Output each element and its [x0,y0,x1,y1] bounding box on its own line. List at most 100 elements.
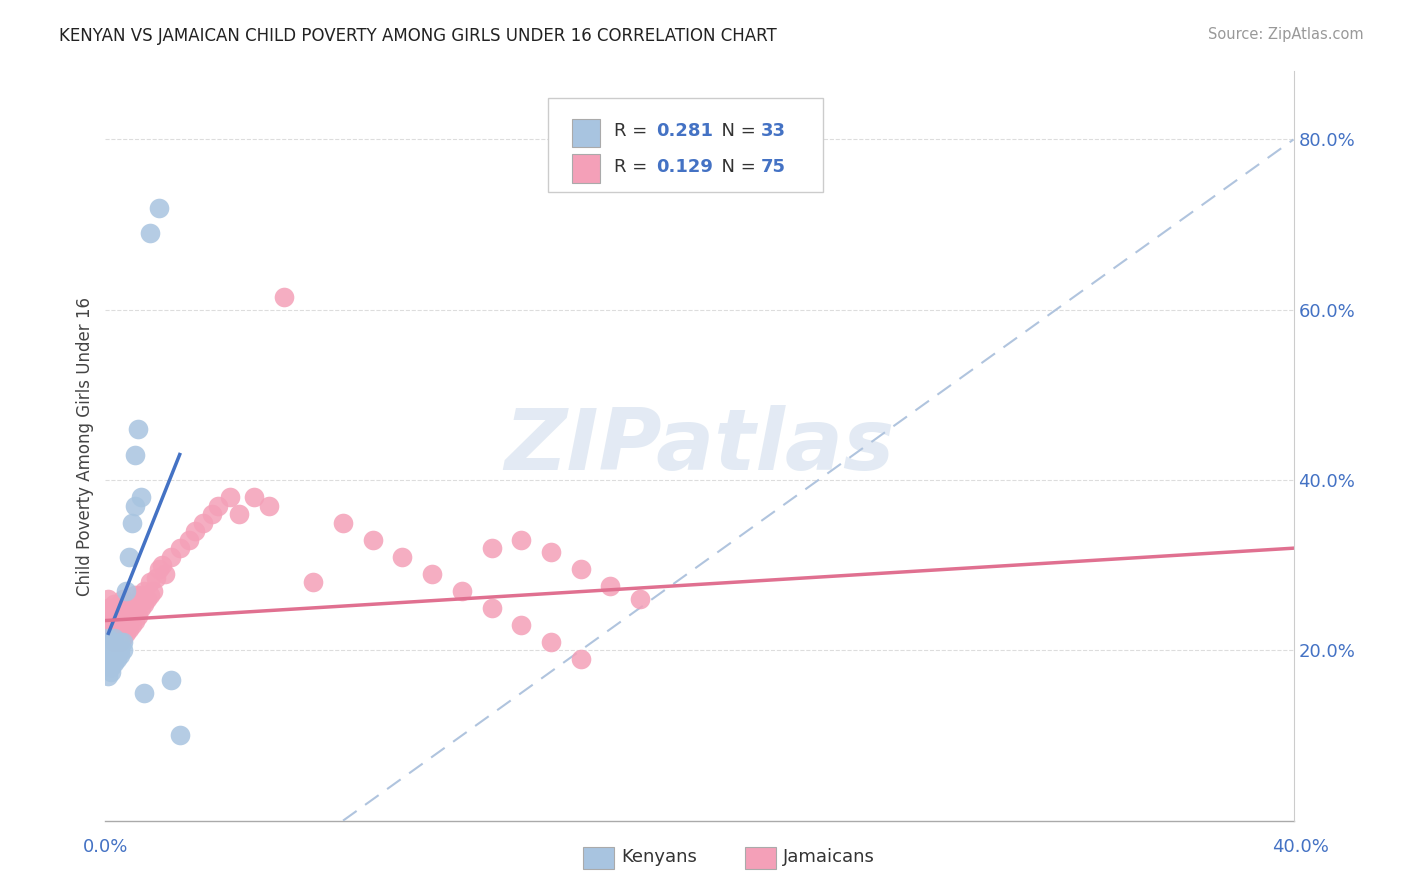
Point [228,507,250,521]
Point [97,600,120,615]
Point [510,533,533,547]
Point [361,533,384,547]
Point [103,639,125,653]
Y-axis label: Child Poverty Among Girls Under 16: Child Poverty Among Girls Under 16 [76,296,94,596]
Text: 0.281: 0.281 [657,122,714,140]
Point [103,648,125,662]
Point [115,600,138,615]
Text: 0.0%: 0.0% [83,838,128,855]
Text: Source: ZipAtlas.com: Source: ZipAtlas.com [1208,27,1364,42]
Text: 75: 75 [761,158,786,176]
Point [139,226,162,240]
Point [105,605,128,619]
Point [105,652,128,666]
Point [100,617,122,632]
Point [142,583,165,598]
Point [103,609,125,624]
Point [110,635,132,649]
Point [148,201,170,215]
Point [103,656,125,670]
Point [112,631,135,645]
Point [115,626,138,640]
Point [112,617,135,632]
Point [124,600,146,615]
Point [127,609,149,624]
Point [124,614,146,628]
Point [257,499,280,513]
Point [103,597,125,611]
Point [115,614,138,628]
Point [420,566,443,581]
Point [127,597,149,611]
Point [129,588,152,602]
Text: 0.129: 0.129 [657,158,713,176]
Point [207,499,229,513]
Text: Kenyans: Kenyans [621,848,697,866]
Point [112,605,135,619]
Point [219,490,242,504]
Text: N =: N = [710,122,762,140]
Point [569,652,592,666]
Point [124,499,146,513]
Point [153,566,176,581]
Point [132,583,155,598]
Point [177,533,200,547]
Point [100,652,122,666]
Point [118,549,141,564]
Point [273,290,295,304]
Point [105,631,128,645]
Point [540,545,562,559]
Point [121,516,143,530]
Point [540,635,562,649]
Point [103,631,125,645]
Point [110,609,132,624]
Text: R =: R = [614,122,654,140]
Point [193,516,215,530]
Point [97,609,120,624]
Point [129,600,152,615]
Point [110,648,132,662]
Point [124,588,146,602]
Point [628,592,651,607]
Point [159,673,181,688]
Point [100,609,122,624]
Point [97,631,120,645]
Point [124,448,146,462]
Point [132,686,155,700]
Point [121,617,143,632]
Point [183,524,205,538]
Point [332,516,354,530]
Point [110,635,132,649]
Point [481,600,503,615]
Point [599,580,621,594]
Point [97,669,120,683]
Point [201,507,224,521]
Point [118,597,141,611]
Text: KENYAN VS JAMAICAN CHILD POVERTY AMONG GIRLS UNDER 16 CORRELATION CHART: KENYAN VS JAMAICAN CHILD POVERTY AMONG G… [59,27,776,45]
Point [110,622,132,636]
Point [115,583,138,598]
Point [97,592,120,607]
Text: 33: 33 [761,122,786,140]
Point [391,549,413,564]
Point [569,562,592,576]
Point [110,643,132,657]
Point [243,490,266,504]
Point [169,541,191,556]
Point [100,643,122,657]
Point [110,597,132,611]
Point [103,622,125,636]
Point [127,422,149,436]
Point [118,609,141,624]
Point [112,635,135,649]
Point [105,643,128,657]
Text: ZIPatlas: ZIPatlas [505,404,894,488]
Text: N =: N = [710,158,762,176]
Point [302,575,325,590]
Point [103,635,125,649]
Point [112,643,135,657]
Point [100,626,122,640]
Point [97,639,120,653]
Point [100,665,122,679]
Point [145,571,167,585]
